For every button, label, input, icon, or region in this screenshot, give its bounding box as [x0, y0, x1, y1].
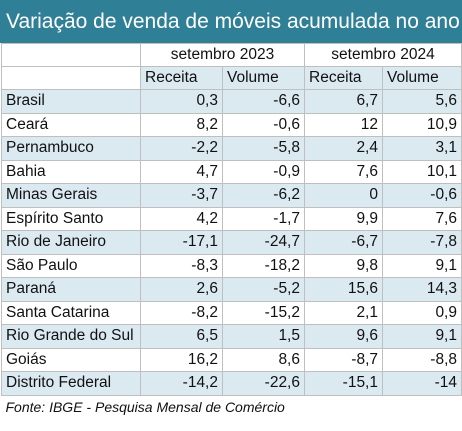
value-cell: 2,1	[304, 300, 383, 325]
state-cell: Espírito Santo	[1, 206, 141, 231]
value-cell: -2,2	[140, 136, 223, 161]
state-cell: Paraná	[1, 277, 141, 302]
value-cell: 1,5	[222, 324, 305, 349]
table-row: São Paulo -8,3 -18,2 9,8 9,1	[1, 253, 462, 278]
value-cell: 10,1	[382, 159, 462, 184]
state-cell: Rio Grande do Sul	[1, 324, 141, 349]
value-cell: 0,3	[140, 89, 223, 114]
table-row: Goiás 16,2 8,6 -8,7 -8,8	[1, 347, 462, 372]
table-row: Pernambuco -2,2 -5,8 2,4 3,1	[1, 136, 462, 161]
value-cell: 6,5	[140, 324, 223, 349]
state-cell: Santa Catarina	[1, 300, 141, 325]
table-row: Bahia 4,7 -0,9 7,6 10,1	[1, 159, 462, 184]
value-cell: -6,2	[222, 183, 305, 208]
value-cell: 16,2	[140, 347, 223, 372]
value-cell: -8,2	[140, 300, 223, 325]
value-cell: 8,6	[222, 347, 305, 372]
state-cell: Rio de Janeiro	[1, 230, 141, 255]
value-cell: -1,7	[222, 206, 305, 231]
value-cell: 9,6	[304, 324, 383, 349]
value-cell: 10,9	[382, 112, 462, 137]
value-cell: 4,2	[140, 206, 223, 231]
table-row: Ceará 8,2 -0,6 12 10,9	[1, 112, 462, 137]
value-cell: 3,1	[382, 136, 462, 161]
value-cell: -7,8	[382, 230, 462, 255]
value-cell: -6,6	[222, 89, 305, 114]
value-cell: 6,7	[304, 89, 383, 114]
value-cell: 5,6	[382, 89, 462, 114]
period-header-row: setembro 2023 setembro 2024	[1, 43, 462, 67]
value-cell: 2,6	[140, 277, 223, 302]
value-cell: 9,9	[304, 206, 383, 231]
value-cell: 8,2	[140, 112, 223, 137]
table-row: Distrito Federal -14,2 -22,6 -15,1 -14	[1, 371, 462, 396]
data-table: setembro 2023 setembro 2024 Receita Volu…	[1, 43, 462, 418]
value-cell: -24,7	[222, 230, 305, 255]
value-cell: 4,7	[140, 159, 223, 184]
state-cell: São Paulo	[1, 253, 141, 278]
value-cell: -18,2	[222, 253, 305, 278]
state-cell: Ceará	[1, 112, 141, 137]
value-cell: -5,2	[222, 277, 305, 302]
table-row: Minas Gerais -3,7 -6,2 0 -0,6	[1, 183, 462, 208]
source-note: Fonte: IBGE - Pesquisa Mensal de Comérci…	[5, 398, 285, 415]
state-cell: Minas Gerais	[1, 183, 141, 208]
column-header: Volume	[222, 66, 305, 90]
table-row: Espírito Santo 4,2 -1,7 9,9 7,6	[1, 206, 462, 231]
value-cell: 9,8	[304, 253, 383, 278]
value-cell: -0,6	[222, 112, 305, 137]
value-cell: -0,9	[222, 159, 305, 184]
table-row: Paraná 2,6 -5,2 15,6 14,3	[1, 277, 462, 302]
column-header: Volume	[382, 66, 462, 90]
value-cell: 0,9	[382, 300, 462, 325]
corner-cell	[1, 43, 141, 67]
table-row: Brasil 0,3 -6,6 6,7 5,6	[1, 89, 462, 114]
value-cell: -5,8	[222, 136, 305, 161]
table-row: Rio de Janeiro -17,1 -24,7 -6,7 -7,8	[1, 230, 462, 255]
value-cell: -22,6	[222, 371, 305, 396]
value-cell: -14,2	[140, 371, 223, 396]
value-cell: -14	[382, 371, 462, 396]
corner-cell	[1, 66, 141, 90]
value-cell: 0	[304, 183, 383, 208]
period-header: setembro 2024	[304, 43, 462, 67]
state-cell: Brasil	[1, 89, 141, 114]
column-header: Receita	[140, 66, 223, 90]
value-cell: -8,7	[304, 347, 383, 372]
value-cell: 7,6	[304, 159, 383, 184]
value-cell: 9,1	[382, 253, 462, 278]
state-cell: Pernambuco	[1, 136, 141, 161]
value-cell: 9,1	[382, 324, 462, 349]
column-header: Receita	[304, 66, 383, 90]
source-row: Fonte: IBGE - Pesquisa Mensal de Comérci…	[2, 395, 462, 418]
value-cell: -8,8	[382, 347, 462, 372]
value-cell: -3,7	[140, 183, 223, 208]
table-row: Rio Grande do Sul 6,5 1,5 9,6 9,1	[1, 324, 462, 349]
value-cell: 12	[304, 112, 383, 137]
value-cell: 2,4	[304, 136, 383, 161]
table-row: Santa Catarina -8,2 -15,2 2,1 0,9	[1, 300, 462, 325]
state-cell: Distrito Federal	[1, 371, 141, 396]
period-header: setembro 2023	[140, 43, 305, 67]
subheader-row: Receita Volume Receita Volume	[1, 66, 462, 90]
value-cell: 15,6	[304, 277, 383, 302]
value-cell: -6,7	[304, 230, 383, 255]
value-cell: -17,1	[140, 230, 223, 255]
value-cell: -8,3	[140, 253, 223, 278]
state-cell: Goiás	[1, 347, 141, 372]
state-cell: Bahia	[1, 159, 141, 184]
value-cell: -0,6	[382, 183, 462, 208]
value-cell: 14,3	[382, 277, 462, 302]
value-cell: 7,6	[382, 206, 462, 231]
value-cell: -15,1	[304, 371, 383, 396]
table-title: Variação de venda de móveis acumulada no…	[0, 0, 462, 43]
value-cell: -15,2	[222, 300, 305, 325]
